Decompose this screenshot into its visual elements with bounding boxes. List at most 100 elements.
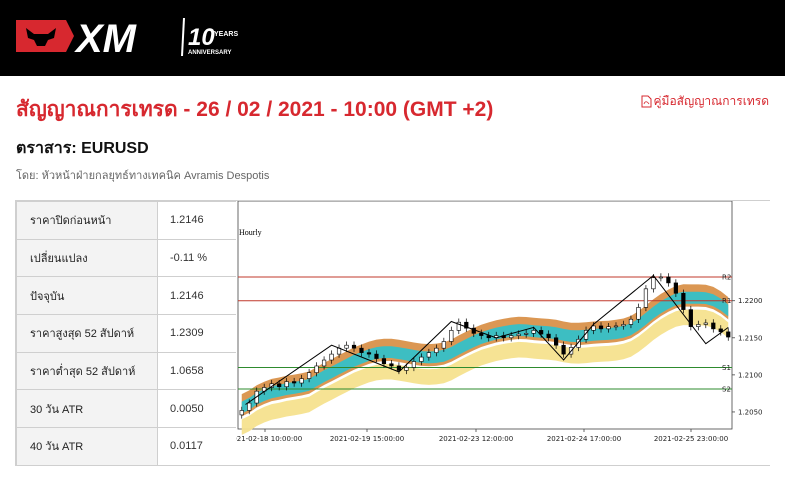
candle-body — [419, 356, 424, 362]
candle-body — [449, 330, 454, 342]
candle-body — [539, 330, 544, 335]
candle-body — [643, 288, 649, 308]
candle-body — [292, 381, 297, 384]
stats-row: 40 วัน ATR 0.0117 — [16, 427, 237, 466]
stat-value: -0.11 % — [157, 238, 237, 278]
candle-body — [703, 322, 708, 325]
candle-body — [426, 352, 431, 358]
stats-row: 30 วัน ATR 0.0050 — [16, 389, 237, 429]
stat-label: ราคาปิดก่อนหน้า — [16, 201, 158, 240]
candle-body — [524, 333, 529, 335]
bull-icon — [26, 28, 56, 46]
candle-body — [366, 352, 372, 355]
candle-body — [329, 353, 334, 361]
site-header: XM 10 YEARS ANNIVERSARY — [0, 0, 785, 76]
candle-body — [321, 359, 327, 367]
y-tick-label: 1.2200 — [738, 297, 763, 305]
candle-body — [314, 365, 319, 373]
candle-body — [381, 358, 387, 365]
signal-guide-label[interactable]: คู่มือสัญญาณการเทรด — [653, 94, 770, 108]
signal-guide-link[interactable]: คู่มือสัญญาณการเทรด — [641, 92, 770, 111]
y-tick-label: 1.2150 — [738, 334, 763, 342]
stats-table: ราคาปิดก่อนหน้า 1.2146 เปลี่ยนแปลง -0.11 % ป… — [16, 201, 237, 466]
stats-row: เปลี่ยนแปลง -0.11 % — [16, 238, 237, 278]
candle-body — [307, 372, 312, 379]
candle-body — [673, 282, 678, 294]
candle-body — [284, 381, 289, 388]
candle-body — [404, 367, 409, 371]
y-tick-label: 1.2100 — [738, 371, 763, 379]
candle-body — [441, 341, 446, 349]
candle-body — [389, 363, 394, 367]
level-label-s2: S2 — [722, 385, 731, 393]
candle-body — [374, 353, 379, 359]
candle-body — [411, 361, 416, 368]
level-label-r1: R1 — [722, 297, 731, 305]
anniversary-years: YEARS — [214, 31, 238, 38]
candle-body — [546, 333, 551, 339]
stats-row: ราคาปิดก่อนหน้า 1.2146 — [16, 201, 237, 240]
candle-body — [561, 344, 566, 355]
stats-row: ปัจจุบัน 1.2146 — [16, 276, 237, 316]
candle-body — [688, 309, 693, 327]
stat-value: 1.2146 — [157, 276, 237, 316]
candle-body — [658, 276, 663, 279]
candle-body — [531, 330, 536, 334]
price-chart: Hourly R2 R1 S1 S2 1.2200 1.2150 1.2100 1.2050 20… — [236, 201, 770, 465]
level-label-r2: R2 — [722, 273, 731, 281]
candle-body — [509, 335, 514, 339]
candle-body — [621, 324, 626, 327]
stat-value: 0.0117 — [157, 427, 237, 466]
x-tick-label: 2021-02-19 15:00:00 — [330, 435, 404, 443]
candle-body — [359, 347, 364, 353]
candle-body — [711, 322, 716, 330]
instrument-value: EURUSD — [81, 140, 149, 157]
candle-body — [247, 402, 252, 411]
stat-value: 1.0658 — [157, 351, 237, 391]
candle-body — [299, 378, 304, 384]
x-tick-label: 2021-02-18 10:00:00 — [236, 435, 302, 443]
author-line: โดย: หัวหน้าฝ่ายกลยุทธ์ทางเทคนิค Avramis… — [16, 170, 270, 182]
candle-body — [456, 321, 461, 331]
candle-body — [344, 344, 349, 349]
candle-body — [606, 326, 611, 330]
x-tick-label: 2021-02-25 23:00:00 — [654, 435, 728, 443]
candle-body — [598, 325, 604, 330]
signal-panel: ราคาปิดก่อนหน้า 1.2146 เปลี่ยนแปลง -0.11 % ป… — [15, 200, 770, 466]
instrument-label: ตราสาร: — [16, 140, 77, 157]
candle-body — [651, 277, 656, 290]
anniversary-label: ANNIVERSARY — [188, 50, 231, 56]
candle-body — [681, 292, 686, 310]
candle-body — [613, 325, 619, 328]
candle-body — [351, 344, 357, 349]
candle-body — [239, 410, 244, 416]
candle-body — [554, 337, 559, 346]
stat-value: 1.2309 — [157, 314, 237, 353]
candle-body — [434, 347, 439, 353]
x-tick-label: 2021-02-23 12:00:00 — [439, 435, 513, 443]
candle-body — [666, 276, 671, 284]
stat-label: 30 วัน ATR — [16, 389, 158, 429]
page-title: สัญญาณการเทรด - 26 / 02 / 2021 - 10:00 (… — [16, 98, 494, 121]
candle-body — [277, 383, 282, 388]
zigzag-line — [245, 274, 729, 405]
candle-body — [576, 338, 581, 348]
ribbon-teal — [241, 291, 729, 414]
stat-label: เปลี่ยนแปลง — [16, 238, 158, 278]
logo-divider — [181, 17, 185, 57]
candle-body — [718, 328, 723, 333]
candle-body — [396, 365, 402, 371]
instrument-line: ตราสาร: EURUSD — [16, 136, 149, 161]
level-label-s1: S1 — [722, 364, 731, 372]
candle-body — [696, 324, 701, 327]
stat-label: ราคาสูงสุด 52 สัปดาห์ — [16, 314, 158, 353]
stat-value: 1.2146 — [157, 201, 237, 240]
xm-logo[interactable]: XM 10 YEARS ANNIVERSARY — [14, 12, 244, 62]
stats-row: ราคาสูงสุด 52 สัปดาห์ 1.2309 — [16, 314, 237, 353]
candle-body — [479, 333, 484, 336]
candle-body — [726, 331, 731, 338]
stat-label: ปัจจุบัน — [16, 276, 158, 316]
ribbon-yellow — [241, 309, 729, 435]
anniversary-number: 10 — [188, 24, 215, 51]
candle-body — [636, 307, 641, 320]
